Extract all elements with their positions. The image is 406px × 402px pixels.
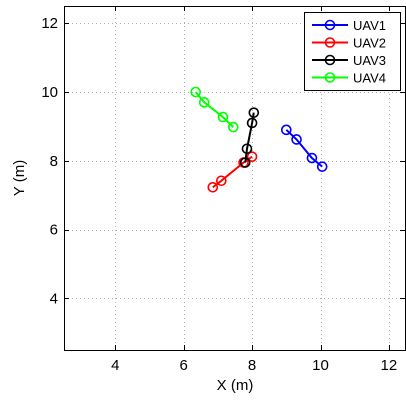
data-point-uav3 xyxy=(248,107,260,118)
x-tick-label: 6 xyxy=(180,357,188,374)
series-uav3 xyxy=(239,107,260,168)
data-point-uav1 xyxy=(306,152,318,164)
x-tick-label: 10 xyxy=(312,357,329,374)
data-point-uav1 xyxy=(291,134,302,145)
y-tick-label: 12 xyxy=(41,15,58,32)
data-point-uav4 xyxy=(198,97,210,108)
x-tick-label: 4 xyxy=(111,357,119,374)
data-point-uav4 xyxy=(190,86,201,98)
x-tick-label: 8 xyxy=(248,357,256,374)
data-point-uav3 xyxy=(246,117,258,129)
legend-entry-uav1: UAV1 xyxy=(312,18,386,33)
x-tick-label: 12 xyxy=(381,357,398,374)
data-point-uav2 xyxy=(216,175,227,187)
legend-label-uav2: UAV2 xyxy=(353,36,386,51)
data-point-uav3 xyxy=(239,157,251,168)
legend: UAV1 UAV2 UAV3 UAV4 xyxy=(304,12,401,91)
series-line-uav1 xyxy=(285,129,323,168)
data-point-uav2 xyxy=(246,151,258,162)
legend-entry-uav3: UAV3 xyxy=(312,53,386,68)
data-point-uav2 xyxy=(207,181,219,193)
y-axis-label: Y (m) xyxy=(11,160,28,196)
legend-label-uav4: UAV4 xyxy=(353,71,386,86)
legend-marker-uav1 xyxy=(324,19,336,31)
legend-entry-uav2: UAV2 xyxy=(312,36,386,51)
data-series xyxy=(190,86,328,193)
legend-marker-uav4 xyxy=(324,72,336,83)
axis-ticks: 4 6 8 10 12 4 6 8 10 12 xyxy=(41,6,405,374)
grid-lines xyxy=(64,6,406,350)
data-point-uav1 xyxy=(280,124,292,136)
data-point-uav4 xyxy=(217,111,229,123)
y-tick-label: 4 xyxy=(50,290,58,307)
data-point-uav1 xyxy=(316,161,328,172)
y-tick-label: 6 xyxy=(50,222,58,239)
series-uav2 xyxy=(207,151,258,193)
data-point-uav3 xyxy=(241,143,253,155)
series-uav1 xyxy=(280,124,328,172)
legend-marker-uav3 xyxy=(324,54,336,66)
y-tick-label: 8 xyxy=(50,153,58,170)
series-uav4 xyxy=(190,86,239,133)
legend-marker-uav2 xyxy=(324,37,336,48)
x-axis-label: X (m) xyxy=(217,377,254,394)
legend-label-uav3: UAV3 xyxy=(353,53,386,68)
series-line-uav4 xyxy=(194,91,234,128)
legend-label-uav1: UAV1 xyxy=(353,18,386,33)
data-point-uav4 xyxy=(227,121,239,133)
y-tick-label: 10 xyxy=(41,84,58,101)
legend-entry-uav4: UAV4 xyxy=(312,71,386,86)
